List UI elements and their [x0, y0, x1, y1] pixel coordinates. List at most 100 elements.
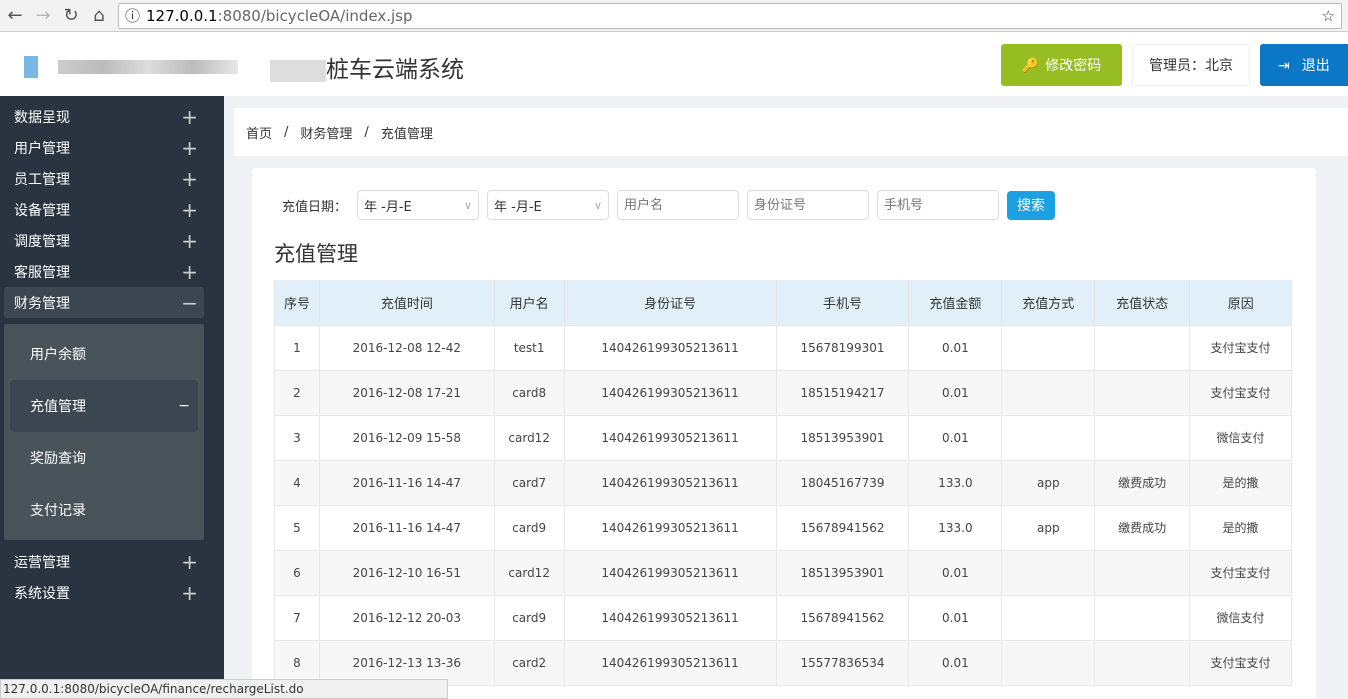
table-cell: 支付宝支付: [1189, 639, 1292, 686]
app-title: 桩车云端系统: [270, 50, 464, 84]
table-cell: 0.01: [908, 414, 1003, 461]
table-cell: 140426199305213611: [563, 639, 777, 686]
table-cell: test1: [493, 324, 565, 371]
table-cell: 0.01: [908, 549, 1003, 596]
table-cell: 133.0: [908, 504, 1003, 551]
table-row[interactable]: 1 2016-12-08 12-42 test1 140426199305213611…: [274, 324, 1292, 371]
table-cell: 140426199305213611: [563, 414, 777, 461]
table-cell: 2: [274, 369, 320, 416]
table-cell: 支付宝支付: [1189, 324, 1292, 371]
admin-label: 管理员：北京: [1132, 44, 1250, 86]
app-header: 桩车云端系统 🔑 修改密码 管理员：北京 ⇥ 退出: [0, 32, 1348, 96]
column-header: 充值时间: [318, 280, 495, 325]
plus-icon: +: [181, 197, 198, 222]
table-row[interactable]: 8 2016-12-13 13-36 card2 140426199305213611…: [274, 639, 1292, 686]
plus-icon: +: [181, 135, 198, 160]
column-header: 原因: [1189, 280, 1292, 325]
table-cell: 是的撒: [1189, 459, 1292, 506]
table-row[interactable]: 4 2016-11-16 14-47 card7 140426199305213611…: [274, 459, 1292, 506]
table-cell: card9: [493, 504, 565, 551]
sidebar-item-label: 数据呈现: [14, 109, 70, 126]
table-cell: [1001, 549, 1096, 596]
chevron-down-icon: ∨: [593, 198, 603, 212]
table-cell: 是的撒: [1189, 504, 1292, 551]
sidebar-item[interactable]: 员工管理 +: [0, 163, 224, 194]
table-cell: [1001, 369, 1096, 416]
breadcrumb-home[interactable]: 首页: [246, 126, 273, 142]
logo: [16, 46, 238, 84]
url-host: 127.0.0.1: [146, 6, 218, 25]
table-row[interactable]: 3 2016-12-09 15-58 card12 14042619930521361…: [274, 414, 1292, 461]
table-cell: 支付宝支付: [1189, 549, 1292, 596]
sidebar-item[interactable]: 系统设置 +: [0, 577, 224, 608]
username-input[interactable]: [617, 190, 740, 220]
sidebar-item-label: 财务管理: [14, 295, 70, 312]
address-bar[interactable]: ⓘ 127.0.0.1:8080/bicycleOA/index.jsp ☆: [118, 2, 1342, 29]
submenu-item-label: 支付记录: [30, 503, 86, 519]
sidebar-item[interactable]: 设备管理 +: [0, 194, 224, 225]
start-date-input[interactable]: 年 -月-E ∨: [357, 190, 480, 220]
table-cell: 2016-11-16 14-47: [318, 459, 495, 506]
submenu-item[interactable]: 充值管理 −: [10, 380, 198, 432]
table-cell: card2: [493, 639, 565, 686]
submenu-item[interactable]: 支付记录: [10, 484, 198, 536]
breadcrumb-current: 充值管理: [380, 126, 433, 142]
end-date-input[interactable]: 年 -月-E ∨: [487, 190, 610, 220]
sidebar-item-label: 设备管理: [14, 202, 70, 219]
table-cell: 140426199305213611: [563, 459, 777, 506]
browser-toolbar: ← → ↻ ⌂ ⓘ 127.0.0.1:8080/bicycleOA/index…: [0, 0, 1348, 32]
filter-bar: 充值日期： 年 -月-E∨ 年 -月-E∨ 搜索: [282, 190, 1056, 220]
table-row[interactable]: 7 2016-12-12 20-03 card9 140426199305213611…: [274, 594, 1292, 641]
table-cell: 4: [274, 459, 320, 506]
plus-icon: +: [181, 228, 198, 253]
plus-icon: +: [181, 580, 198, 605]
table-cell: card12: [493, 414, 565, 461]
table-cell: [1094, 639, 1191, 686]
table-cell: 2016-12-09 15-58: [318, 414, 495, 461]
sidebar-item[interactable]: 运营管理 +: [0, 546, 224, 577]
table-row[interactable]: 5 2016-11-16 14-47 card9 140426199305213611…: [274, 504, 1292, 551]
sidebar-item[interactable]: 调度管理 +: [0, 225, 224, 256]
date-label: 充值日期：: [282, 199, 348, 215]
star-icon[interactable]: ☆: [1321, 6, 1335, 25]
submenu-item-label: 充值管理: [30, 399, 86, 415]
phone-input[interactable]: [877, 190, 1000, 220]
table-row[interactable]: 2 2016-12-08 17-21 card8 140426199305213611…: [274, 369, 1292, 416]
logout-button[interactable]: ⇥ 退出: [1260, 44, 1348, 86]
table-cell: 2016-12-12 20-03: [318, 594, 495, 641]
change-password-button[interactable]: 🔑 修改密码: [1001, 44, 1122, 86]
table-cell: 18045167739: [775, 459, 910, 506]
sidebar-item-label: 用户管理: [14, 140, 70, 157]
forward-icon[interactable]: →: [35, 5, 51, 26]
table-cell: 15577836534: [775, 639, 910, 686]
breadcrumb-finance[interactable]: 财务管理: [300, 126, 353, 142]
table-cell: card7: [493, 459, 565, 506]
table-cell: 缴费成功: [1094, 459, 1191, 506]
table-row[interactable]: 6 2016-12-10 16-51 card12 14042619930521361…: [274, 549, 1292, 596]
table-cell: 2016-11-16 14-47: [318, 504, 495, 551]
table-cell: 2016-12-08 17-21: [318, 369, 495, 416]
idcard-input[interactable]: [747, 190, 870, 220]
reload-icon[interactable]: ↻: [63, 5, 79, 26]
submenu-item[interactable]: 奖励查询: [10, 432, 198, 484]
sidebar-item[interactable]: 客服管理 +: [0, 256, 224, 287]
plus-icon: +: [181, 259, 198, 284]
column-header: 序号: [274, 280, 320, 325]
minus-icon: −: [178, 398, 190, 414]
table-cell: [1094, 549, 1191, 596]
breadcrumb: 首页 / 财务管理 / 充值管理: [234, 108, 1348, 156]
sidebar-item[interactable]: 数据呈现 +: [0, 101, 224, 132]
table-cell: 0.01: [908, 369, 1003, 416]
home-icon[interactable]: ⌂: [93, 5, 105, 26]
column-header: 充值金额: [908, 280, 1002, 325]
sidebar-item[interactable]: 用户管理 +: [0, 132, 224, 163]
finance-submenu: 用户余额充值管理 − 奖励查询支付记录: [4, 324, 204, 540]
submenu-item[interactable]: 用户余额: [10, 328, 198, 380]
minus-icon: −: [181, 290, 198, 315]
main-content: 首页/ 财务管理/ 充值管理 充值日期： 年 -月-E∨ 年 -月-E∨ 搜索 …: [224, 96, 1348, 699]
page-title: 充值管理: [274, 242, 358, 266]
table-cell: 2016-12-08 12-42: [318, 324, 495, 371]
sidebar-item[interactable]: 财务管理 −: [4, 287, 204, 318]
back-icon[interactable]: ←: [7, 5, 23, 26]
search-button[interactable]: 搜索: [1007, 190, 1056, 220]
